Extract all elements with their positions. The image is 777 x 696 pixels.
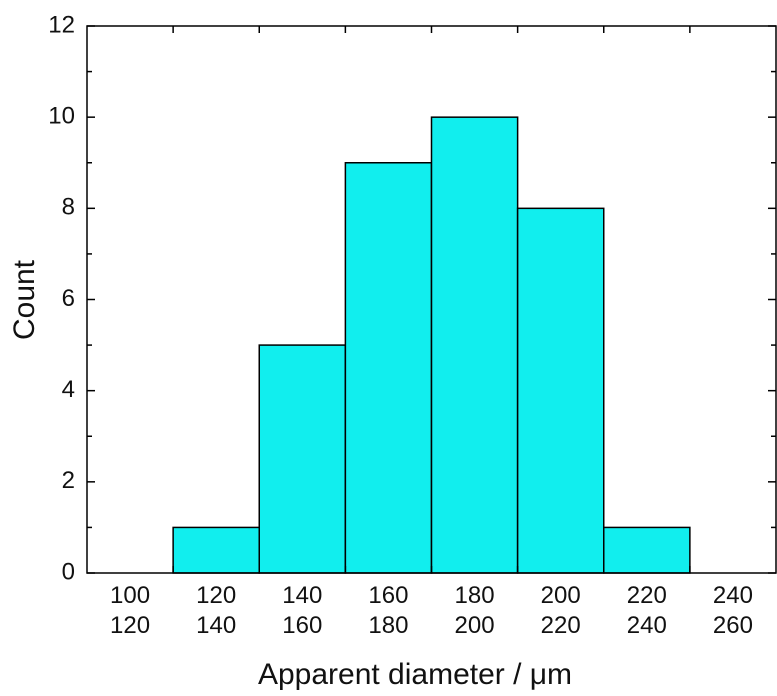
x-tick-label-line: 200 (455, 612, 495, 639)
x-tick-label-line: 120 (110, 612, 150, 639)
y-tick-label: 0 (62, 558, 75, 585)
y-tick-label: 2 (62, 467, 75, 494)
x-tick-label-line: 240 (713, 582, 753, 609)
x-tick-label-line: 160 (282, 612, 322, 639)
x-tick-label: 160 180 (368, 582, 408, 639)
x-tick-label-line: 180 (455, 582, 495, 609)
x-tick-label: 140 160 (282, 582, 322, 639)
x-tick-label: 220 240 (627, 582, 667, 639)
x-tick-label-line: 260 (713, 612, 753, 639)
x-axis-label: Apparent diameter / μm (258, 658, 572, 691)
bar (344, 162, 433, 574)
x-tick-label-line: 220 (627, 582, 667, 609)
y-tick-label: 8 (62, 194, 75, 221)
x-tick-label-line: 140 (282, 582, 322, 609)
x-tick-label: 240 260 (713, 582, 753, 639)
x-tick-label: 200 220 (541, 582, 581, 639)
y-tick-label: 6 (62, 285, 75, 312)
x-tick-label: 180 200 (455, 582, 495, 639)
y-tick-label: 10 (48, 103, 75, 130)
y-axis-label: Count (8, 259, 41, 340)
x-tick-label-line: 100 (110, 582, 150, 609)
bar (603, 526, 691, 574)
x-tick-label-line: 120 (196, 582, 236, 609)
x-tick-label-line: 140 (196, 612, 236, 639)
x-tick-label-line: 160 (368, 582, 408, 609)
x-tick-label-line: 180 (368, 612, 408, 639)
bar (258, 344, 347, 574)
x-tick-label: 120 140 (196, 582, 236, 639)
x-tick-label-line: 220 (541, 612, 581, 639)
bar (172, 526, 260, 574)
y-tick-label: 12 (48, 11, 75, 38)
x-tick-label: 100 120 (110, 582, 150, 639)
y-tick-label: 4 (62, 376, 75, 403)
plot-frame (86, 25, 777, 574)
bar (516, 207, 605, 574)
x-tick-label-line: 240 (627, 612, 667, 639)
bar (430, 116, 519, 574)
x-tick-label-line: 200 (541, 582, 581, 609)
